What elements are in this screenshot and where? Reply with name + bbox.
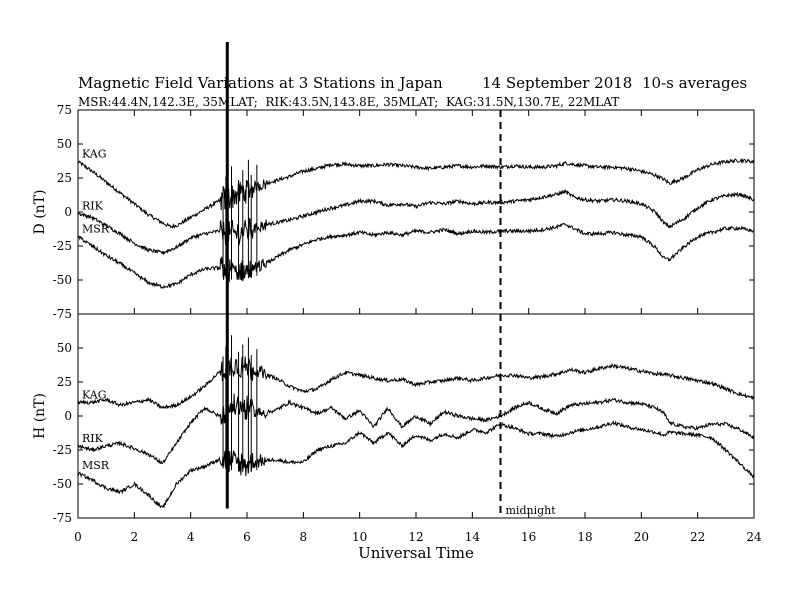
- series-line-msr: [77, 222, 755, 290]
- y-tick-label: 0: [64, 409, 72, 423]
- x-tick-label: 0: [74, 530, 82, 544]
- x-tick-label: 22: [690, 530, 705, 544]
- x-axis-title: Universal Time: [358, 544, 474, 562]
- x-tick-label: 24: [746, 530, 762, 544]
- chart-title: Magnetic Field Variations at 3 Stations …: [78, 74, 443, 92]
- series-line-rik: [77, 188, 755, 256]
- series-line-kag: [77, 158, 755, 230]
- panel-d-ylabel: D (nT): [32, 190, 48, 235]
- y-tick-label: -50: [53, 273, 72, 287]
- x-axis: 0 2 4 6 8 10 12 14 16 18 20 22 24: [74, 110, 762, 544]
- y-tick-label: 50: [57, 341, 72, 355]
- y-tick-label: 0: [64, 205, 72, 219]
- series-label-rik: RIK: [82, 432, 104, 445]
- y-tick-label: 50: [57, 137, 72, 151]
- panel-h-ylabel: H (nT): [32, 393, 48, 439]
- y-tick-label: 25: [57, 375, 72, 389]
- panel-d-yticks: 75 50 25 0 -25 -50 -75: [53, 103, 754, 321]
- panel-h-yticks: 50 25 0 -25 -50 -75: [53, 341, 754, 525]
- panel-h-frame: [77, 313, 755, 519]
- x-tick-label: 12: [408, 530, 423, 544]
- series-label-rik: RIK: [82, 199, 104, 212]
- y-tick-label: 75: [57, 103, 72, 117]
- panel-h-series: KAG RIK MSR: [77, 335, 755, 509]
- chart-date: 14 September 2018: [482, 74, 632, 92]
- x-tick-label: 14: [465, 530, 481, 544]
- series-label-msr: MSR: [82, 459, 110, 472]
- y-tick-label: -75: [53, 307, 72, 321]
- chart-overlay: [225, 42, 502, 518]
- panel-h-horizontal: H (nT) KAG RIK MSR 50 25 0 -25 -50 -75: [32, 313, 755, 525]
- series-line-kag: [77, 356, 755, 410]
- y-tick-label: -50: [53, 477, 72, 491]
- x-tick-label: 4: [187, 530, 195, 544]
- chart-subtitle: MSR:44.4N,142.3E, 35MLAT; RIK:43.5N,143.…: [78, 95, 619, 109]
- y-tick-label: -25: [53, 239, 72, 253]
- x-tick-label: 18: [577, 530, 592, 544]
- y-tick-label: -75: [53, 511, 72, 525]
- x-tick-label: 8: [300, 530, 308, 544]
- chart-averaging: 10-s averages: [642, 74, 747, 92]
- y-tick-label: 25: [57, 171, 72, 185]
- midnight-annotation: midnight: [506, 504, 557, 517]
- panel-d-declination: D (nT) KAG RIK MSR 75 50 25 0 -25 -50 -75: [32, 103, 755, 321]
- y-tick-label: -25: [53, 443, 72, 457]
- series-label-kag: KAG: [82, 148, 107, 161]
- series-label-kag: KAG: [82, 388, 107, 401]
- series-line-msr: [77, 420, 755, 509]
- x-tick-label: 10: [352, 530, 367, 544]
- series-label-msr: MSR: [82, 222, 110, 235]
- x-tick-label: 20: [634, 530, 649, 544]
- series-line-rik: [77, 393, 755, 465]
- x-tick-label: 16: [521, 530, 536, 544]
- x-tick-label: 2: [131, 530, 139, 544]
- x-tick-label: 6: [243, 530, 251, 544]
- panel-d-series: KAG RIK MSR: [77, 148, 755, 290]
